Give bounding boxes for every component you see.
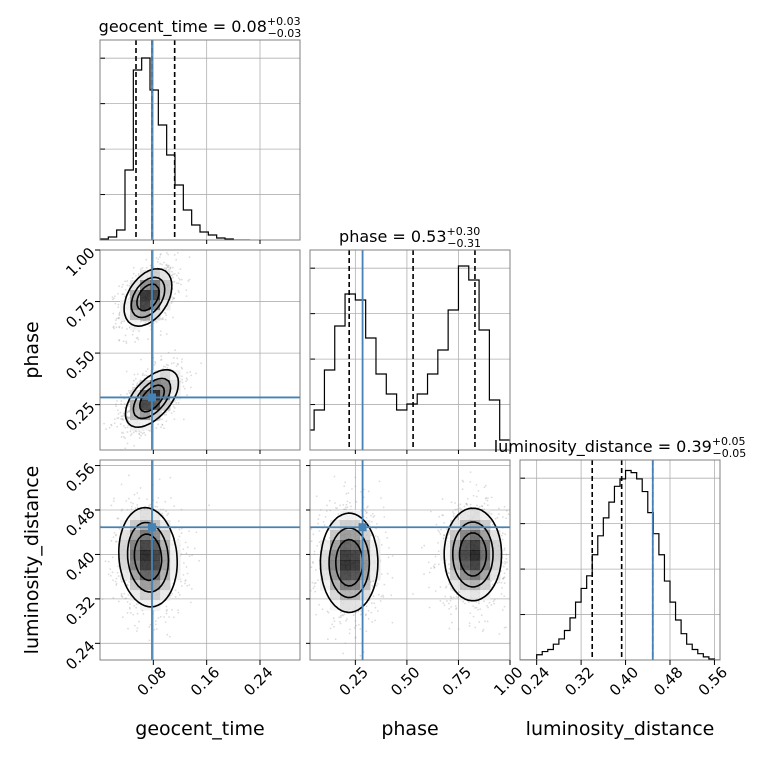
ytick-label: 0.48 bbox=[62, 504, 98, 540]
marginal-title: geocent_time = 0.08+0.03 −0.03 bbox=[99, 15, 302, 40]
xaxis-label: phase bbox=[381, 718, 438, 740]
marginal-geocent_time: geocent_time = 0.08+0.03 −0.03 bbox=[99, 15, 302, 241]
marginal-luminosity_distance: luminosity_distance = 0.39+0.05 −0.05 bbox=[494, 435, 747, 661]
truth-marker bbox=[358, 523, 367, 532]
ytick-label: 1.00 bbox=[62, 244, 98, 280]
ytick-label: 0.32 bbox=[62, 593, 98, 629]
axes-frame bbox=[519, 459, 721, 661]
ytick-label: 0.25 bbox=[62, 398, 98, 434]
xtick-label: 0.24 bbox=[240, 663, 276, 699]
histogram-geocent_time bbox=[100, 57, 250, 240]
contour-level-1 bbox=[118, 506, 178, 608]
xaxis-label: luminosity_distance bbox=[526, 718, 715, 740]
xtick-label: 0.40 bbox=[606, 663, 642, 699]
ytick-label: 0.75 bbox=[62, 295, 98, 331]
marginal-title: phase = 0.53+0.30 −0.31 bbox=[339, 225, 481, 250]
joint-geocent_time-luminosity_distance bbox=[99, 459, 301, 661]
marginal-title: luminosity_distance = 0.39+0.05 −0.05 bbox=[494, 435, 747, 460]
xtick-label: 0.08 bbox=[134, 663, 170, 699]
ytick-label: 0.50 bbox=[62, 347, 98, 383]
contour-level-1 bbox=[123, 268, 180, 428]
axes-frame bbox=[99, 39, 301, 241]
xtick-label: 0.56 bbox=[695, 663, 731, 699]
histogram-phase bbox=[310, 265, 510, 450]
xtick-label: 0.24 bbox=[517, 663, 553, 699]
xtick-label: 0.50 bbox=[387, 663, 423, 699]
truth-marker bbox=[148, 393, 156, 402]
xtick-label: 0.16 bbox=[187, 663, 223, 699]
marginal-phase: phase = 0.53+0.30 −0.31 bbox=[309, 225, 511, 451]
contour-level-2 bbox=[328, 521, 494, 599]
joint-content bbox=[310, 460, 510, 660]
axes-frame bbox=[99, 249, 301, 451]
xtick-label: 0.48 bbox=[650, 663, 686, 699]
xtick-label: 0.25 bbox=[336, 663, 372, 699]
ytick-label: 0.40 bbox=[62, 548, 98, 584]
density-shading bbox=[320, 510, 501, 611]
joint-content bbox=[100, 250, 300, 450]
contour-level-3 bbox=[133, 533, 163, 582]
axes-frame bbox=[309, 249, 511, 451]
xtick-label: 0.75 bbox=[439, 663, 475, 699]
ytick-label: 0.56 bbox=[62, 459, 98, 495]
joint-content bbox=[100, 460, 300, 660]
truth-marker bbox=[148, 523, 156, 532]
yaxis-label: phase bbox=[21, 321, 43, 378]
contour-level-1 bbox=[319, 507, 503, 614]
joint-phase-luminosity_distance bbox=[309, 459, 511, 661]
xtick-label: 0.32 bbox=[561, 663, 597, 699]
axes-frame bbox=[309, 459, 511, 661]
histogram-luminosity_distance bbox=[520, 469, 720, 660]
xaxis-label: geocent_time bbox=[135, 718, 264, 740]
contour-level-2 bbox=[130, 276, 172, 420]
yaxis-label: luminosity_distance bbox=[21, 466, 43, 655]
axes-frame bbox=[99, 459, 301, 661]
contour-level-3 bbox=[136, 283, 166, 413]
joint-geocent_time-phase bbox=[99, 249, 301, 451]
ytick-label: 0.24 bbox=[62, 637, 98, 673]
